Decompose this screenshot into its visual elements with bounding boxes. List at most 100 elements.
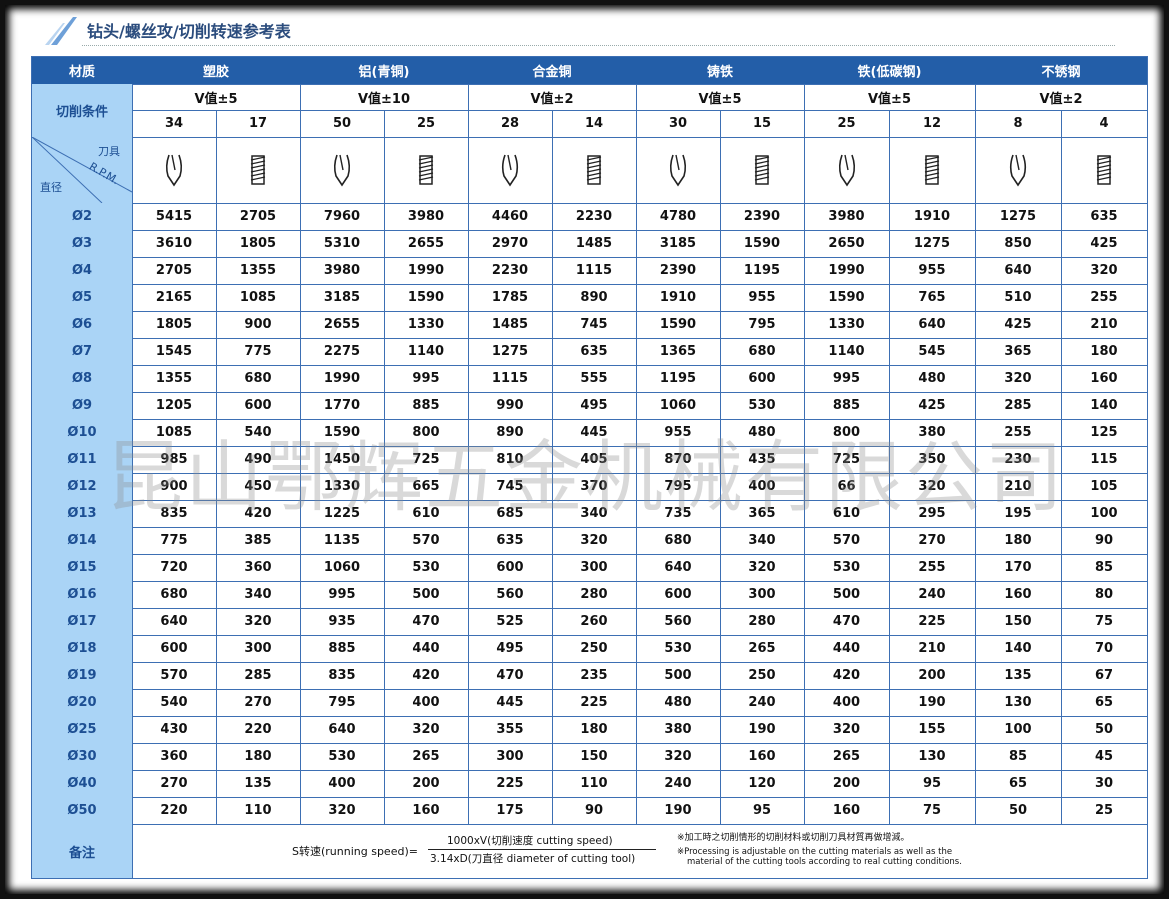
rpm-value: 440	[384, 635, 469, 663]
rpm-value: 545	[889, 338, 976, 366]
rpm-value: 80	[1061, 581, 1148, 609]
corner-cell: 刀具 R.P.M. 直径	[32, 137, 133, 204]
rpm-value: 1590	[720, 230, 805, 258]
rpm-value: 210	[889, 635, 976, 663]
formula-left: S转速(running speed)=	[292, 845, 418, 858]
rpm-value: 1140	[384, 338, 469, 366]
tool-icon	[300, 137, 385, 204]
tool-icon	[216, 137, 301, 204]
note-en: material of the cutting tools according …	[687, 857, 962, 867]
rpm-value: 640	[975, 257, 1062, 285]
tool-icon	[889, 137, 976, 204]
rpm-value: 1275	[975, 203, 1062, 231]
diameter: Ø13	[32, 500, 133, 528]
rpm-value: 280	[720, 608, 805, 636]
rpm-value: 425	[889, 392, 976, 420]
rpm-value: 1785	[468, 284, 553, 312]
rpm-value: 2705	[216, 203, 301, 231]
rpm-value: 235	[552, 662, 637, 690]
v-value: V值±5	[804, 84, 976, 111]
diameter: Ø40	[32, 770, 133, 798]
rpm-value: 130	[975, 689, 1062, 717]
rpm-value: 1085	[132, 419, 217, 447]
rpm-value: 300	[216, 635, 301, 663]
v-value: V值±2	[975, 84, 1148, 111]
rpm-value: 600	[636, 581, 721, 609]
rpm-value: 1060	[300, 554, 385, 582]
rpm-value: 1195	[720, 257, 805, 285]
rpm-value: 680	[720, 338, 805, 366]
corner-tool: 刀具	[98, 145, 120, 158]
rpm-value: 450	[216, 473, 301, 501]
title-icon	[45, 17, 77, 45]
rpm-value: 3185	[300, 284, 385, 312]
rpm-value: 125	[1061, 419, 1148, 447]
rpm-value: 510	[975, 284, 1062, 312]
rpm-value: 190	[636, 797, 721, 825]
rpm-value: 270	[889, 527, 976, 555]
rpm-value: 90	[552, 797, 637, 825]
rpm-value: 100	[1061, 500, 1148, 528]
rpm-value: 850	[975, 230, 1062, 258]
rpm-value: 400	[720, 473, 805, 501]
material-header: 铸铁	[636, 57, 805, 85]
rpm-value: 500	[384, 581, 469, 609]
rpm-value: 255	[889, 554, 976, 582]
rpm-value: 775	[216, 338, 301, 366]
rpm-value: 1590	[384, 284, 469, 312]
rpm-value: 445	[552, 419, 637, 447]
rpm-value: 600	[720, 365, 805, 393]
rpm-value: 175	[468, 797, 553, 825]
rpm-value: 835	[132, 500, 217, 528]
rpm-value: 1545	[132, 338, 217, 366]
rpm-value: 320	[1061, 257, 1148, 285]
rpm-value: 795	[720, 311, 805, 339]
condition-label: 切削条件	[32, 84, 133, 138]
rpm-value: 1330	[384, 311, 469, 339]
watermark: 昆山鄂辉五金机械有限公司	[105, 433, 1066, 523]
rpm-value: 270	[132, 770, 217, 798]
rpm-value: 1910	[889, 203, 976, 231]
rpm-value: 900	[132, 473, 217, 501]
rpm-value: 150	[975, 608, 1062, 636]
rpm-value: 1115	[468, 365, 553, 393]
rpm-value: 400	[804, 689, 890, 717]
speed: 14	[552, 110, 637, 138]
rpm-value: 810	[468, 446, 553, 474]
rpm-value: 180	[1061, 338, 1148, 366]
rpm-value: 1140	[804, 338, 890, 366]
material-header: 不锈钢	[975, 57, 1148, 85]
rpm-value: 995	[804, 365, 890, 393]
rpm-value: 995	[300, 581, 385, 609]
rpm-value: 470	[384, 608, 469, 636]
tool-icon	[552, 137, 637, 204]
rpm-value: 900	[216, 311, 301, 339]
rpm-value: 1275	[889, 230, 976, 258]
rpm-value: 220	[216, 716, 301, 744]
rpm-value: 1485	[552, 230, 637, 258]
rpm-value: 420	[216, 500, 301, 528]
rpm-value: 160	[720, 743, 805, 771]
rpm-value: 1450	[300, 446, 385, 474]
rpm-value: 320	[889, 473, 976, 501]
rpm-value: 160	[804, 797, 890, 825]
rpm-value: 285	[216, 662, 301, 690]
rpm-value: 30	[1061, 770, 1148, 798]
rpm-value: 2650	[804, 230, 890, 258]
rpm-value: 340	[552, 500, 637, 528]
diameter: Ø30	[32, 743, 133, 771]
material-header: 合金铜	[468, 57, 637, 85]
diameter: Ø11	[32, 446, 133, 474]
rpm-value: 300	[552, 554, 637, 582]
rpm-value: 220	[132, 797, 217, 825]
title: 钻头/螺丝攻/切削转速参考表	[87, 22, 291, 41]
rpm-value: 4780	[636, 203, 721, 231]
rpm-value: 270	[216, 689, 301, 717]
rpm-value: 265	[384, 743, 469, 771]
rpm-value: 1085	[216, 284, 301, 312]
rpm-value: 130	[889, 743, 976, 771]
rpm-value: 560	[636, 608, 721, 636]
rpm-value: 300	[720, 581, 805, 609]
rpm-value: 640	[889, 311, 976, 339]
rpm-value: 540	[132, 689, 217, 717]
